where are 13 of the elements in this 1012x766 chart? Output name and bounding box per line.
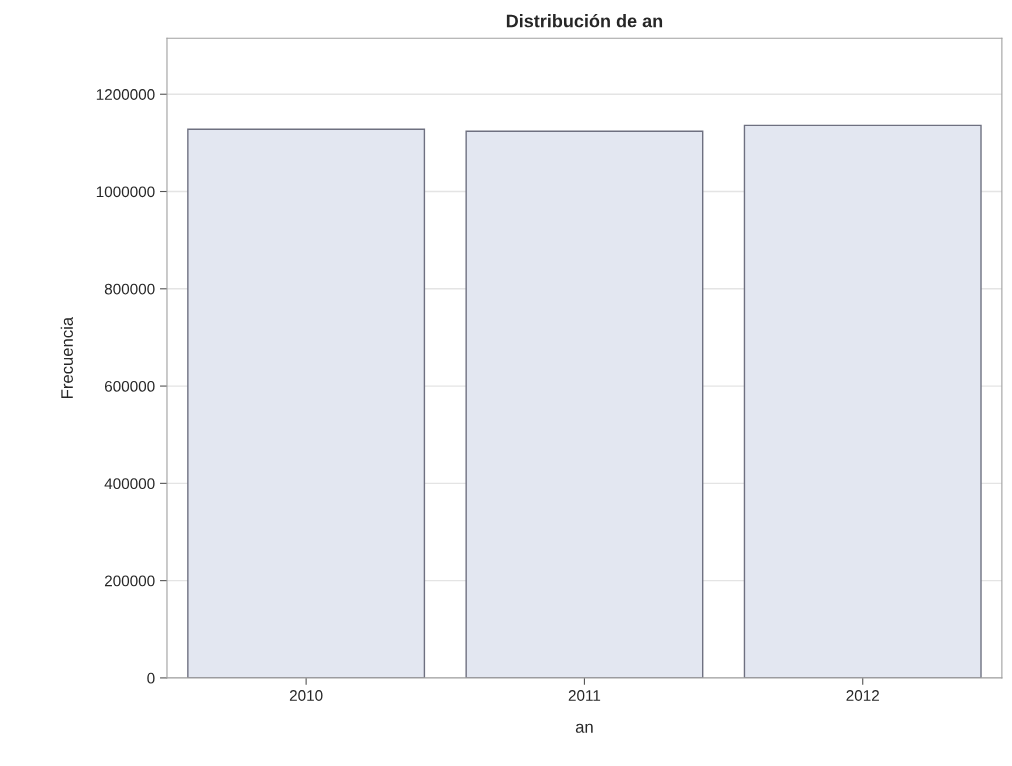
y-tick-label: 600000 [104, 380, 155, 392]
y-tick-label: 1000000 [96, 186, 155, 198]
x-axis-title: an [575, 723, 593, 733]
x-tick-label: 2010 [289, 690, 323, 701]
x-tick-label: 2011 [568, 690, 601, 701]
y-tick-label: 0 [147, 672, 155, 684]
y-tick-label: 200000 [104, 575, 155, 587]
chart-title: Distribución de an [506, 13, 663, 28]
y-axis-title: Frecuencia [60, 316, 73, 398]
y-tick-label: 800000 [104, 283, 155, 295]
y-tick-label: 400000 [104, 478, 155, 490]
x-tick-label: 2012 [846, 690, 879, 701]
y-tick-label: 1200000 [96, 89, 155, 100]
